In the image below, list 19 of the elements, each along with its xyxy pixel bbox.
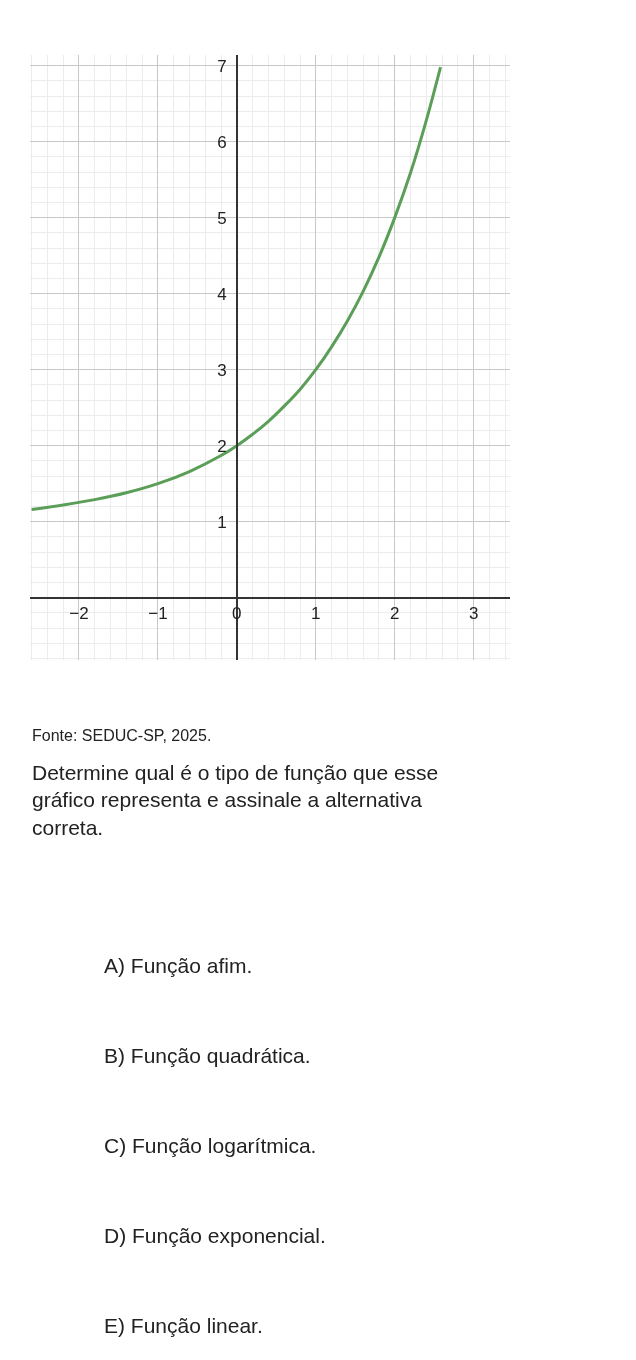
text: A) Função afim. (104, 954, 253, 977)
y-tick-label: 5 (217, 208, 227, 228)
y-tick-label: 7 (217, 56, 227, 76)
text: C) Função logarítmica. (104, 1134, 317, 1157)
text: D) Função exponencial. (104, 1224, 326, 1247)
y-tick-label: 2 (217, 436, 227, 456)
source-note: Fonte: SEDUC-SP, 2025. (32, 727, 212, 744)
y-tick-label: 4 (217, 284, 227, 304)
y-tick-label: 6 (217, 132, 227, 152)
x-tick-label: −1 (148, 603, 168, 623)
x-tick-label: −2 (69, 603, 89, 623)
text: B) Função quadrática. (104, 1044, 311, 1067)
y-tick-label: 1 (217, 512, 227, 532)
x-tick-label: 1 (311, 603, 321, 623)
x-tick-label: 3 (468, 603, 479, 623)
x-tick-label: 2 (390, 603, 400, 623)
text: E) Função linear. (104, 1314, 263, 1337)
y-tick-label: 3 (217, 360, 227, 380)
text: Determine qual é o tipo de função que esse gráfico representa e assinale a alternativa correta. (32, 761, 439, 839)
